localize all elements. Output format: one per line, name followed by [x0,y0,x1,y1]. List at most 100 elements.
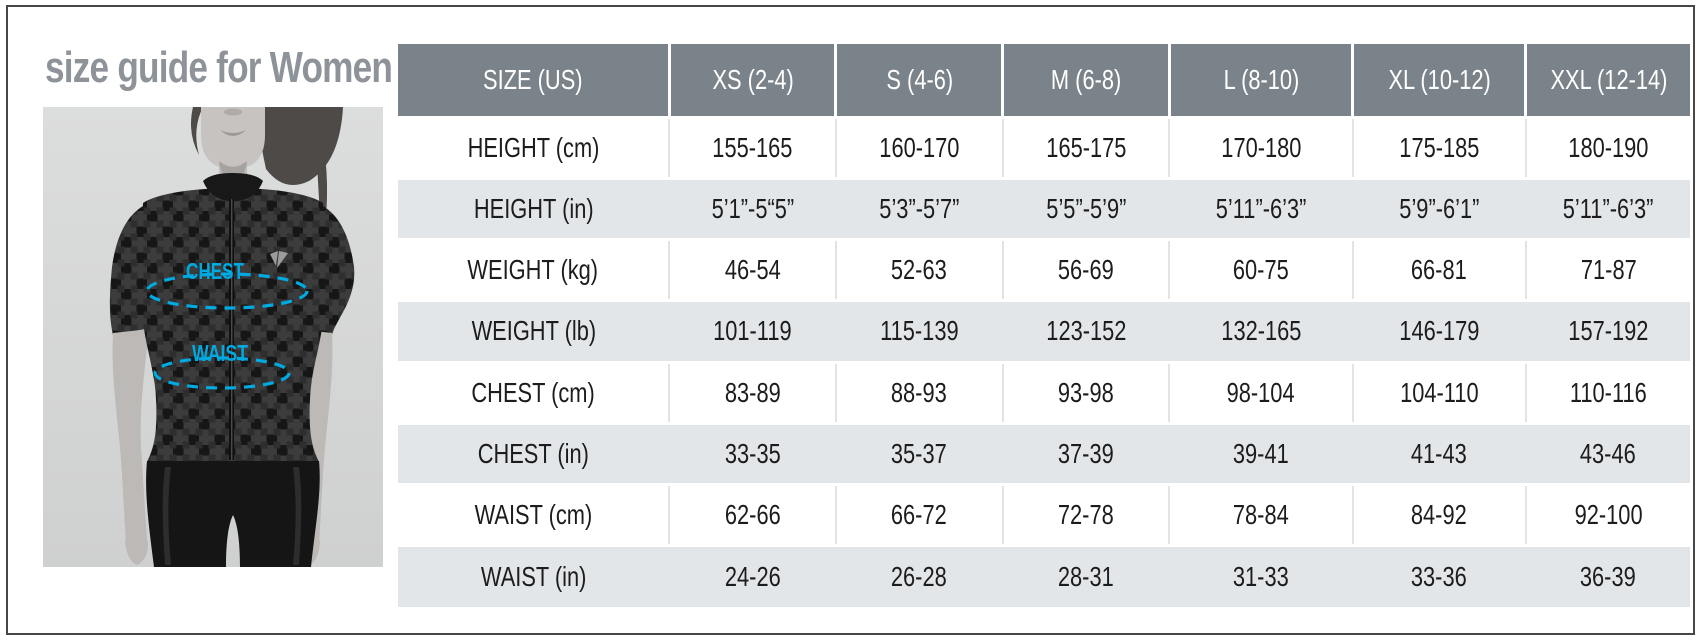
jersey-collar [203,173,263,201]
page-title: size guide for Women [45,43,393,92]
value-cell: 39-41 [1169,421,1353,485]
cell-value: 46-54 [724,254,781,286]
header-cell: L (8-10) [1167,44,1353,117]
value-cell: 36-39 [1525,544,1690,607]
cell-value: 5’9”-6’1” [1399,192,1480,224]
cell-value: 60-75 [1233,254,1289,286]
row-label: HEIGHT (cm) [467,131,600,163]
cell-value: 146-179 [1399,315,1480,347]
cell-value: 43-46 [1579,437,1636,469]
cell-value: 5’11”-6’3” [1215,192,1307,224]
value-cell: 66-72 [834,482,1003,546]
cell-value: 24-26 [724,561,781,593]
header-label: S (4-6) [885,63,953,95]
brand-v-logo [270,251,288,268]
waist-label: WAIST [192,340,248,366]
row-label: WEIGHT (lb) [471,315,596,347]
table-row: CHEST (cm) 83-89 88-93 93-98 98-104 104-110 11… [398,360,1690,424]
cell-value: 83-89 [724,376,781,408]
value-cell: 115-139 [835,299,1003,362]
value-cell: 146-179 [1352,299,1526,362]
cell-value: 62-66 [724,499,781,531]
value-cell: 92-100 [1524,482,1690,546]
cell-value: 26-28 [891,561,948,593]
value-cell: 28-31 [1002,544,1170,607]
cell-value: 157-192 [1567,315,1649,347]
cell-value: 160-170 [879,131,960,163]
value-cell: 56-69 [1001,237,1170,301]
cell-value: 5’1”-5“5” [711,192,794,224]
cell-value: 84-92 [1411,499,1468,531]
value-cell: 60-75 [1168,237,1353,301]
waist-measure-overlay: WAIST [153,340,291,390]
cell-value: 66-81 [1411,254,1468,286]
row-label: CHEST (in) [478,437,590,469]
jersey-zipper [229,199,234,460]
chest-label: CHEST [186,258,244,284]
cell-value: 165-175 [1045,131,1127,163]
value-cell: 24-26 [669,544,836,607]
header-label: SIZE (US) [483,63,583,95]
header-label: XS (2-4) [711,63,794,95]
value-cell: 175-185 [1351,115,1526,179]
value-cell: 66-81 [1351,237,1526,301]
value-cell: 98-104 [1168,360,1353,424]
row-label-cell: WAIST (cm) [398,482,670,546]
size-chart-table: SIZE (US) XS (2-4) S (4-6) M (6-8) L (8-10) X… [398,44,1690,607]
value-cell: 180-190 [1524,115,1690,179]
row-label-cell: CHEST (cm) [398,360,670,424]
value-cell: 33-35 [669,421,836,485]
value-cell: 170-180 [1168,115,1353,179]
value-cell: 93-98 [1001,360,1170,424]
header-label: XL (10-12) [1388,63,1491,95]
cell-value: 88-93 [891,376,948,408]
value-cell: 5’11”-6’3” [1169,176,1353,240]
value-cell: 5’11”-6’3” [1525,176,1690,240]
value-cell: 26-28 [835,544,1003,607]
cell-value: 104-110 [1400,376,1479,408]
size-chart-header-row: SIZE (US) XS (2-4) S (4-6) M (6-8) L (8-10) X… [398,44,1690,117]
cell-value: 180-190 [1568,131,1649,163]
value-cell: 33-36 [1352,544,1526,607]
value-cell: 123-152 [1002,299,1170,362]
row-label: CHEST (cm) [471,376,595,408]
value-cell: 110-116 [1524,360,1690,424]
value-cell: 78-84 [1168,482,1353,546]
value-cell: 46-54 [668,237,836,301]
cell-value: 110-116 [1569,376,1647,408]
cell-value: 52-63 [891,254,948,286]
value-cell: 160-170 [834,115,1003,179]
value-cell: 37-39 [1002,421,1170,485]
model-shorts [146,461,320,567]
cell-value: 155-165 [712,131,793,163]
cell-value: 5’3”-5’7” [879,192,960,224]
value-cell: 35-37 [835,421,1003,485]
value-cell: 157-192 [1525,299,1690,362]
value-cell: 155-165 [668,115,836,179]
cell-value: 66-72 [891,499,948,531]
value-cell: 83-89 [668,360,836,424]
cell-value: 78-84 [1233,499,1289,531]
cell-value: 5’5”-5’9” [1045,192,1126,224]
cell-value: 101-119 [713,315,792,347]
table-row: CHEST (in) 33-35 35-37 37-39 39-41 41-43 43-46 [398,421,1690,485]
value-cell: 132-165 [1169,299,1353,362]
page-border-frame: size guide for Women [6,5,1695,635]
cell-value: 39-41 [1233,437,1289,469]
value-cell: 31-33 [1169,544,1353,607]
cell-value: 71-87 [1580,254,1637,286]
cell-value: 28-31 [1058,561,1114,593]
value-cell: 101-119 [669,299,836,362]
cell-value: 98-104 [1226,376,1296,408]
row-label: HEIGHT (in) [473,192,594,224]
header-label: L (8-10) [1223,63,1299,95]
value-cell: 88-93 [834,360,1003,424]
cell-value: 132-165 [1220,315,1302,347]
cell-value: 93-98 [1058,376,1114,408]
cell-value: 36-39 [1579,561,1636,593]
value-cell: 5’3”-5’7” [835,176,1003,240]
value-cell: 5’5”-5’9” [1002,176,1170,240]
row-label: WAIST (cm) [474,499,592,531]
value-cell: 71-87 [1524,237,1690,301]
cell-value: 123-152 [1045,315,1127,347]
